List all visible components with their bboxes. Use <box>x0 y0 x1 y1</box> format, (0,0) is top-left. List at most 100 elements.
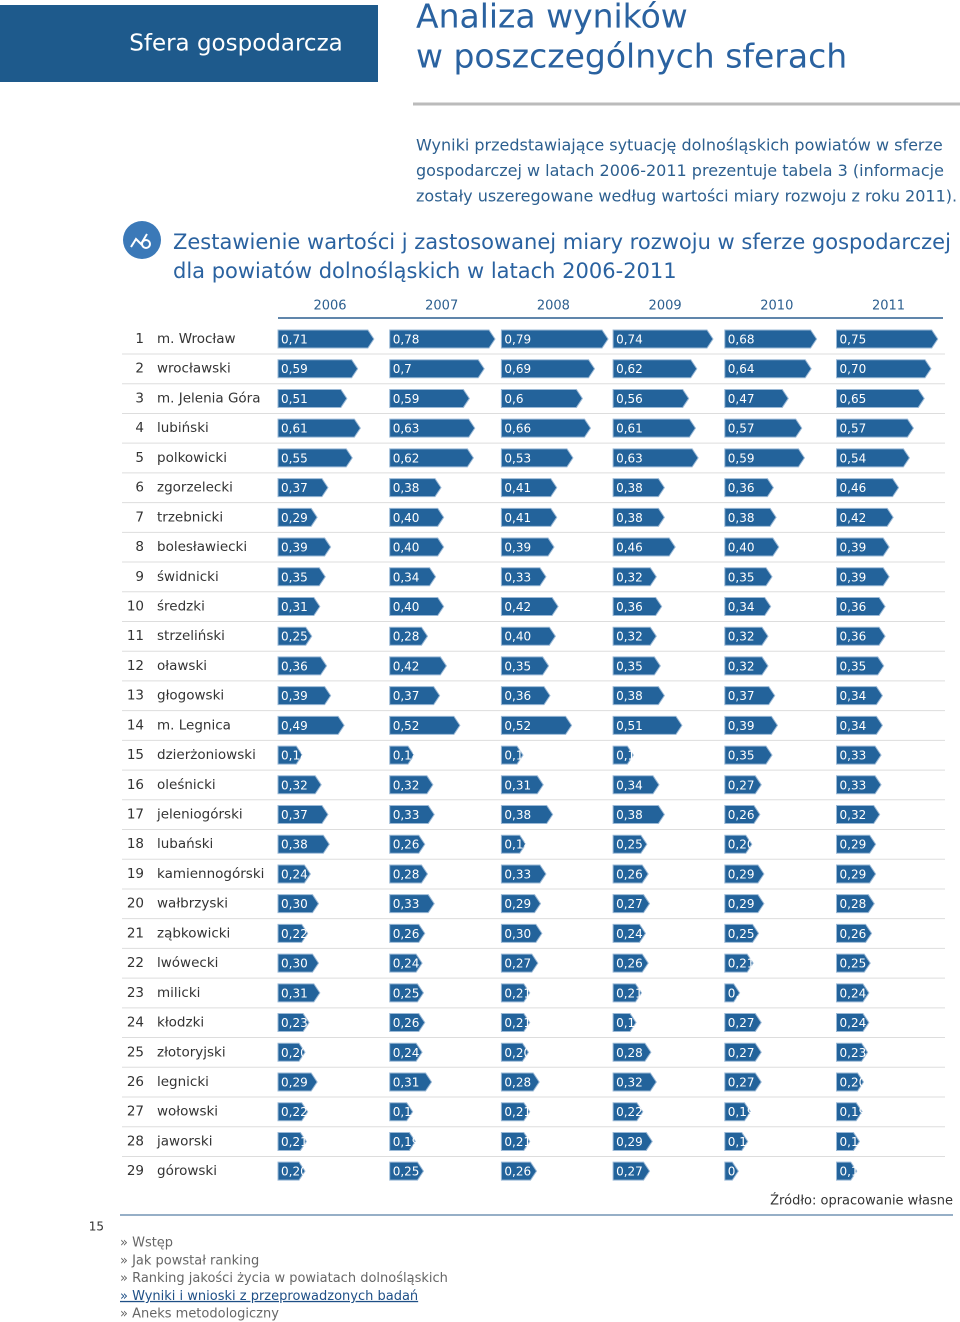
bar <box>500 1072 540 1092</box>
nav-link[interactable]: » Wstęp <box>120 1236 173 1251</box>
bar-label: 0,37 <box>728 689 755 703</box>
nav-link[interactable]: » Aneks metodologiczny <box>120 1307 279 1322</box>
bar-label: 0,24 <box>393 957 420 971</box>
bar-label: 0,55 <box>281 451 308 465</box>
bar <box>500 567 547 587</box>
bar-label: 0,47 <box>728 392 755 406</box>
bar <box>612 626 657 646</box>
bar <box>724 656 769 676</box>
bar-label: 0,20 <box>281 1046 308 1060</box>
bar <box>277 775 322 795</box>
rank: 12 <box>127 658 144 674</box>
bar-label: 0,52 <box>504 719 531 733</box>
bar <box>500 626 557 646</box>
bar <box>836 1131 861 1151</box>
powiat-name: średzki <box>157 598 205 614</box>
bar <box>389 388 470 408</box>
bar <box>277 567 326 587</box>
bar-label: 0,30 <box>504 927 531 941</box>
powiat-name: m. Jelenia Góra <box>157 390 261 406</box>
bar <box>836 923 873 943</box>
rank: 1 <box>135 331 144 347</box>
bar <box>389 359 485 379</box>
powiat-name: zgorzelecki <box>157 480 233 496</box>
rank: 2 <box>135 361 144 377</box>
bar <box>277 359 359 379</box>
bar <box>500 448 574 468</box>
bar <box>389 1072 433 1092</box>
bar <box>836 953 871 973</box>
bar <box>612 567 657 587</box>
bar-label: 0,69 <box>504 362 531 376</box>
rank: 27 <box>127 1104 144 1120</box>
bar-label: 0,20 <box>281 1165 308 1179</box>
bar <box>389 418 476 438</box>
bar <box>612 596 663 616</box>
bar-label: 0,33 <box>840 778 867 792</box>
bar-label: 0,15 <box>840 1165 867 1179</box>
bar <box>500 596 559 616</box>
bar-label: 0,42 <box>393 659 420 673</box>
bar-label: 0,31 <box>281 986 308 1000</box>
bar-label: 0,39 <box>840 570 867 584</box>
powiat-name: legnicki <box>157 1074 209 1090</box>
bar-label: 0,51 <box>616 719 643 733</box>
nav-link[interactable]: » Wyniki i wnioski z przeprowadzonych ba… <box>120 1289 418 1304</box>
bar <box>389 864 429 884</box>
bar <box>277 1161 306 1181</box>
bar <box>277 745 303 765</box>
bar <box>277 894 320 914</box>
bar <box>612 1042 652 1062</box>
nav-link[interactable]: » Ranking jakości życia w powiatach doln… <box>120 1271 448 1286</box>
rank: 17 <box>127 807 144 823</box>
bar <box>836 537 890 557</box>
bar-label: 0,51 <box>281 392 308 406</box>
bar <box>612 715 683 735</box>
bar-label: 0,41 <box>504 511 531 525</box>
rank: 7 <box>135 509 144 525</box>
bar-label: 0,26 <box>504 1165 531 1179</box>
rank: 14 <box>127 717 144 733</box>
bar-label: 0,34 <box>616 778 643 792</box>
bar-label: 0,61 <box>281 422 308 436</box>
nav-link[interactable]: » Jak powstał ranking <box>120 1253 259 1268</box>
bar <box>836 1102 863 1122</box>
bar-label: 0,26 <box>393 838 420 852</box>
powiat-name: złotoryjski <box>157 1044 226 1060</box>
bar <box>500 894 542 914</box>
bar <box>389 745 415 765</box>
bar <box>277 953 320 973</box>
bar <box>612 686 666 706</box>
bar-label: 0,35 <box>616 659 643 673</box>
rank: 3 <box>135 390 144 406</box>
bar-label: 0,35 <box>840 659 867 673</box>
bar-label: 0,21 <box>504 986 531 1000</box>
bar-label: 0,25 <box>840 957 867 971</box>
bar <box>724 1131 749 1151</box>
bar <box>277 1042 306 1062</box>
bar <box>836 686 884 706</box>
bar-label: 0,28 <box>393 867 420 881</box>
bar-label: 0,74 <box>616 333 643 347</box>
bar-label: 0,59 <box>393 392 420 406</box>
bar <box>389 834 426 854</box>
bar-label: 0,21 <box>504 1016 531 1030</box>
bar-label: 0,39 <box>840 541 867 555</box>
bar <box>724 448 806 468</box>
bar <box>724 1013 762 1033</box>
rank: 24 <box>127 1015 144 1031</box>
bar <box>724 745 773 765</box>
bar <box>724 626 769 646</box>
bar-label: 0,34 <box>393 570 420 584</box>
powiat-name: świdnicki <box>157 569 219 585</box>
bar <box>724 359 812 379</box>
bar-label: 0,57 <box>728 422 755 436</box>
bar <box>389 775 434 795</box>
bar <box>836 448 911 468</box>
bar-label: 0,20 <box>504 1046 531 1060</box>
year-header: 2009 <box>649 299 682 314</box>
bar-label: 0,17 <box>840 1135 867 1149</box>
bar <box>836 894 875 914</box>
bar <box>277 448 353 468</box>
